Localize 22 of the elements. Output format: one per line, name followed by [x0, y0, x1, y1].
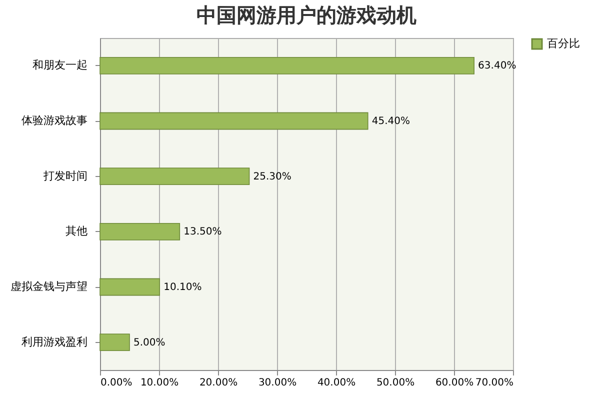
data-label: 25.30%: [253, 171, 292, 182]
data-label: 63.40%: [478, 60, 516, 72]
x-tick-label: 20.00%: [199, 378, 238, 388]
data-label: 5.00%: [134, 337, 166, 348]
data-label: 45.40%: [372, 116, 410, 127]
y-tick-label: 体验游戏故事: [22, 114, 88, 127]
x-tick-label: 40.00%: [317, 378, 356, 388]
x-tick-label: 30.00%: [258, 378, 297, 388]
legend-label: 百分比: [547, 37, 580, 50]
y-tick-label: 打发时间: [42, 169, 88, 182]
y-tick-label: 利用游戏盈利: [22, 335, 88, 348]
x-tick-label: 50.00%: [376, 378, 415, 388]
y-tick-label: 和朋友一起: [32, 58, 88, 72]
y-tick-label: 虚拟金钱与声望: [10, 280, 88, 293]
x-tick-label: 10.00%: [140, 378, 179, 388]
data-label: 13.50%: [184, 226, 222, 238]
x-tick-label: 60.00%: [435, 378, 474, 388]
x-tick-label: 0.00%: [100, 378, 132, 388]
chart-title: 中国网游用户的游戏动机: [196, 3, 416, 27]
data-label: 10.10%: [164, 282, 202, 293]
x-tick-label: 70.00%: [475, 378, 514, 388]
y-tick-label: 其他: [66, 224, 88, 238]
